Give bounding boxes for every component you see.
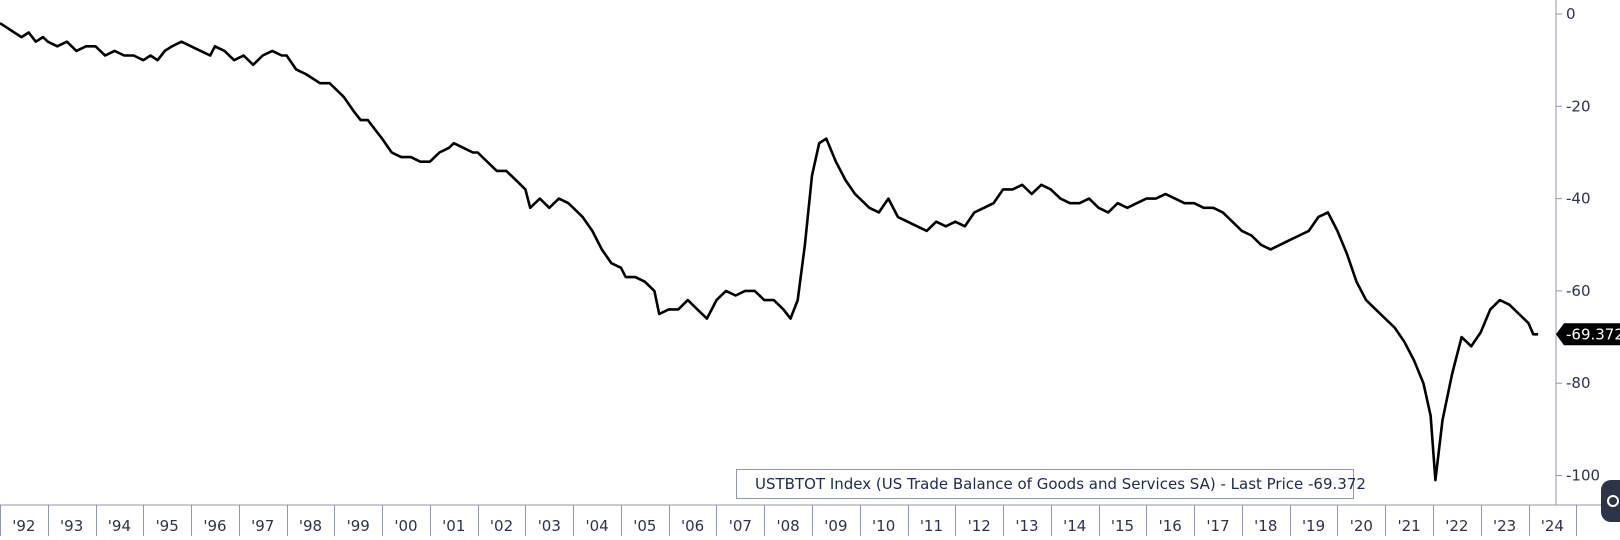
series-line: [0, 22, 1539, 482]
last-price-label: -69.372: [1566, 325, 1620, 343]
x-tick-label: '23: [1493, 517, 1516, 535]
x-tick-label: '06: [681, 517, 704, 535]
x-tick-label: '11: [920, 517, 943, 535]
y-axis: 0 -20 -40 -60 -80 -100: [1555, 0, 1600, 505]
x-tick-label: '10: [872, 517, 895, 535]
last-price-marker: -69.372: [1556, 323, 1620, 346]
x-tick-label: '17: [1206, 517, 1229, 535]
series-layer: [0, 22, 1539, 482]
x-tick-label: '08: [777, 517, 800, 535]
x-tick-label: '97: [251, 517, 274, 535]
legend-label: USTBTOT Index (US Trade Balance of Goods…: [755, 475, 1366, 493]
chart-options-button[interactable]: [1601, 480, 1620, 522]
x-tick-label: '21: [1397, 517, 1420, 535]
x-tick-label: '18: [1254, 517, 1277, 535]
x-tick-label: '22: [1445, 517, 1468, 535]
x-tick-label: '12: [968, 517, 991, 535]
x-tick-label: '03: [538, 517, 561, 535]
x-tick-label: '00: [394, 517, 417, 535]
x-tick-label: '96: [203, 517, 226, 535]
y-tick-label: -60: [1566, 282, 1591, 300]
legend: USTBTOT Index (US Trade Balance of Goods…: [736, 469, 1366, 499]
last-price-tag: [1556, 323, 1620, 346]
x-tick-label: '07: [729, 517, 752, 535]
x-tick-label: '92: [12, 517, 35, 535]
x-tick-label: '19: [1302, 517, 1325, 535]
x-tick-label: '98: [299, 517, 322, 535]
x-tick-label: '13: [1015, 517, 1038, 535]
x-tick-label: '09: [824, 517, 847, 535]
x-tick-label: '02: [490, 517, 513, 535]
x-tick-label: '16: [1159, 517, 1182, 535]
x-tick-label: '14: [1063, 517, 1086, 535]
options-icon: [1607, 495, 1619, 507]
x-tick-label: '24: [1541, 517, 1564, 535]
y-tick-label: -20: [1566, 97, 1591, 115]
x-tick-label: '05: [633, 517, 656, 535]
x-axis: '92 '93 '94 '95 '96 '97 '98 '99 '00 '01 '02 '03 '04 '…: [0, 504, 1620, 536]
x-tick-label: '15: [1111, 517, 1134, 535]
y-tick-label: -80: [1566, 374, 1591, 392]
x-tick-label: '04: [585, 517, 608, 535]
y-tick-label: -100: [1566, 467, 1600, 485]
x-tick-label: '20: [1350, 517, 1373, 535]
x-tick-label: '93: [60, 517, 83, 535]
x-tick-label: '94: [108, 517, 131, 535]
y-tick-label: 0: [1566, 5, 1576, 23]
y-tick-label: -40: [1566, 190, 1591, 208]
x-tick-label: '99: [347, 517, 370, 535]
x-tick-label: '01: [442, 517, 465, 535]
x-tick-label: '95: [156, 517, 179, 535]
